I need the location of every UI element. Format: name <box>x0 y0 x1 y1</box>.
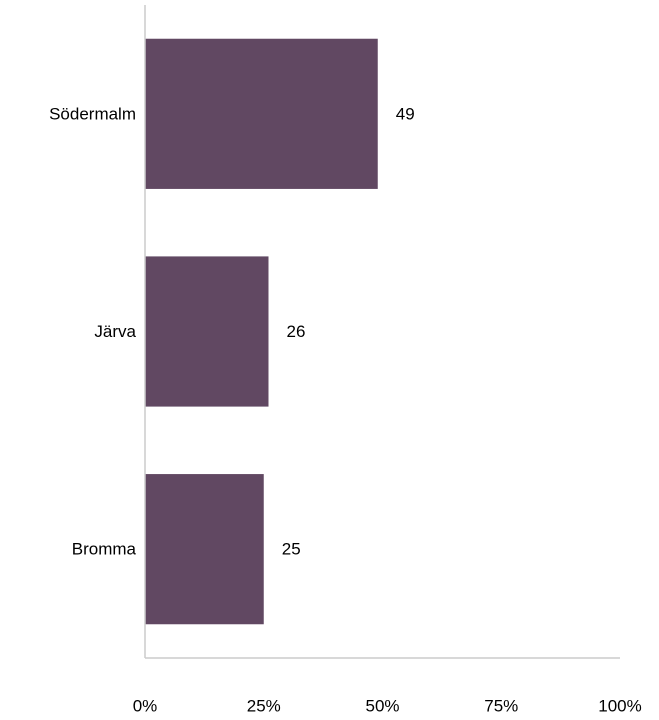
x-tick-label-75: 75% <box>484 697 518 716</box>
x-tick-label-50: 50% <box>365 697 399 716</box>
category-label-bromma: Bromma <box>72 540 137 559</box>
bar-bromma <box>145 474 264 625</box>
x-tick-label-100: 100% <box>598 697 641 716</box>
bars-group <box>145 38 378 625</box>
x-tick-label-25: 25% <box>247 697 281 716</box>
category-label-jarva: Järva <box>94 322 136 341</box>
category-labels-group: Södermalm Järva Bromma <box>49 104 136 558</box>
category-label-sodermalm: Södermalm <box>49 104 136 123</box>
bar-jarva <box>145 256 269 407</box>
data-label-jarva: 26 <box>287 322 306 341</box>
x-tick-label-0: 0% <box>133 697 158 716</box>
x-tick-labels-group: 0% 25% 50% 75% 100% <box>133 697 642 716</box>
data-labels-group: 49 26 25 <box>282 104 415 558</box>
data-label-bromma: 25 <box>282 540 301 559</box>
bar-sodermalm <box>145 38 378 189</box>
data-label-sodermalm: 49 <box>396 104 415 123</box>
